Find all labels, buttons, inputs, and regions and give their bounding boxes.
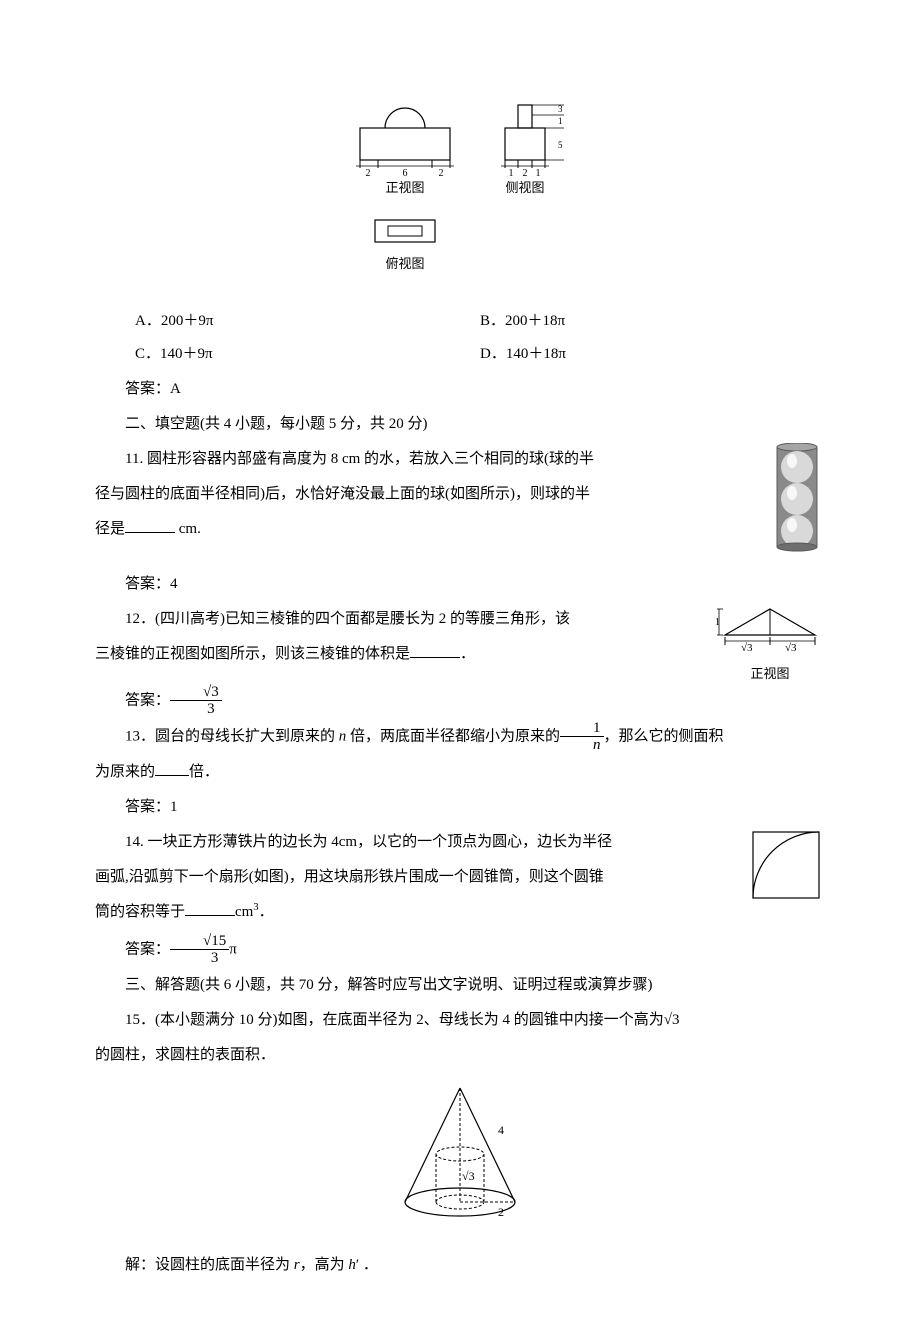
q14-period: ． — [259, 904, 274, 920]
blank — [185, 901, 235, 916]
sol-text: ′ ． — [356, 1257, 378, 1273]
q14-text-a: 14. 一块正方形薄铁片的边长为 4cm，以它的一个顶点为圆心，边长为半径 — [125, 834, 612, 850]
q14-text-b: 画弧,沿弧剪下一个扇形(如图)，用这块扇形铁片围成一个圆锥筒，则这个圆锥 — [95, 869, 604, 885]
orthographic-views-figure: 2 6 2 正视图 3 1 5 1 2 1 侧视图 — [95, 100, 825, 293]
answer-10: 答案：A — [95, 373, 825, 406]
svg-text:√3: √3 — [741, 642, 753, 653]
dim-label: 6 — [403, 168, 408, 179]
question-13-line1: 13．圆台的母线长扩大到原来的 n 倍，两底面半径都缩小为原来的1n，那么它的侧… — [95, 720, 825, 754]
front-view-label: 正视图 — [385, 180, 424, 195]
dim-label: 1 — [558, 116, 563, 126]
svg-text:√3: √3 — [785, 642, 797, 653]
q11-text-a: 11. 圆柱形容器内部盛有高度为 8 cm 的水，若放入三个相同的球(球的半 — [125, 451, 594, 467]
q11-text-c: 径是 — [95, 521, 125, 537]
q12-period: ． — [460, 646, 475, 662]
dim-label: 5 — [558, 140, 563, 150]
question-12: 1 √3 √3 正视图 12．(四川高考)已知三棱锥的四个面都是腰长为 2 的等… — [95, 603, 825, 682]
choice-b: B．200＋18π — [480, 305, 825, 338]
choice-list: A．200＋9π B．200＋18π C．140＋9π D．140＋18π — [135, 305, 825, 371]
answer-label: 答案： — [125, 692, 170, 708]
dim-label: 2 — [523, 168, 528, 179]
q11-unit: cm. — [175, 521, 201, 537]
fraction-numerator: 1 — [560, 720, 604, 738]
fraction-denominator: n — [560, 737, 604, 754]
choice-d: D．140＋18π — [480, 338, 825, 371]
question-13-line2: 为原来的 倍． — [95, 756, 825, 789]
dim-label: 4 — [498, 1123, 504, 1137]
side-view-label: 侧视图 — [505, 180, 544, 195]
blank — [410, 643, 460, 658]
sol-text: ，高为 — [300, 1257, 349, 1273]
answer-14: 答案：√153π — [95, 933, 825, 967]
sqrt3: √3 — [664, 1012, 680, 1028]
answer-12: 答案：√33 — [95, 684, 825, 718]
fraction-numerator: √3 — [170, 684, 222, 702]
q13-text: 为原来的 — [95, 764, 155, 780]
svg-text:1: 1 — [715, 617, 720, 628]
answer-11: 答案：4 — [95, 568, 825, 601]
top-view-label: 俯视图 — [385, 256, 424, 271]
question-15-line2: 的圆柱，求圆柱的表面积． — [95, 1039, 825, 1072]
q14-text-c: 筒的容积等于 — [95, 904, 185, 920]
dim-label: 2 — [439, 168, 444, 179]
dim-label: 1 — [509, 168, 514, 179]
q11-figure — [769, 443, 825, 566]
choice-c: C．140＋9π — [135, 338, 480, 371]
q14-unit: cm — [235, 904, 253, 920]
dim-label: 3 — [558, 104, 563, 114]
blank — [125, 518, 175, 533]
dim-label: 1 — [536, 168, 541, 179]
q12-text-a: 12．(四川高考)已知三棱锥的四个面都是腰长为 2 的等腰三角形，该 — [125, 611, 570, 627]
section-2-heading: 二、填空题(共 4 小题，每小题 5 分，共 20 分) — [95, 408, 825, 441]
q11-text-b: 径与圆柱的底面半径相同)后，水恰好淹没最上面的球(如图所示)，则球的半 — [95, 486, 590, 502]
var-h: h — [348, 1257, 356, 1273]
dim-label: 2 — [366, 168, 371, 179]
answer-suffix: π — [229, 941, 237, 957]
q12-figure: 1 √3 √3 正视图 — [715, 603, 825, 682]
question-15-line1: 15．(本小题满分 10 分)如图，在底面半径为 2、母线长为 4 的圆锥中内接… — [95, 1004, 825, 1037]
q15-solution: 解：设圆柱的底面半径为 r，高为 h′ ． — [95, 1249, 825, 1282]
q13-text: ，那么它的侧面积 — [604, 728, 724, 744]
question-11: 11. 圆柱形容器内部盛有高度为 8 cm 的水，若放入三个相同的球(球的半 径… — [95, 443, 825, 566]
q13-text: 倍． — [189, 764, 219, 780]
q12-text-b: 三棱锥的正视图如图所示，则该三棱锥的体积是 — [95, 646, 410, 662]
fraction-denominator: 3 — [170, 701, 222, 718]
question-14: 14. 一块正方形薄铁片的边长为 4cm，以它的一个顶点为圆心，边长为半径 画弧… — [95, 826, 825, 931]
q15-text: 15．(本小题满分 10 分)如图，在底面半径为 2、母线长为 4 的圆锥中内接… — [125, 1012, 664, 1028]
section-3-heading: 三、解答题(共 6 小题，共 70 分，解答时应写出文字说明、证明过程或演算步骤… — [95, 969, 825, 1002]
q14-figure — [747, 826, 825, 917]
dim-label: √3 — [462, 1169, 475, 1183]
answer-13: 答案：1 — [95, 791, 825, 824]
q13-text: 13．圆台的母线长扩大到原来的 — [125, 728, 339, 744]
answer-label: 答案： — [125, 941, 170, 957]
dim-label: 2 — [498, 1205, 504, 1219]
q12-fig-label: 正视图 — [715, 666, 825, 682]
choice-a: A．200＋9π — [135, 305, 480, 338]
fraction-denominator: 3 — [170, 950, 229, 967]
fraction-numerator: √15 — [170, 933, 229, 951]
q15-figure: 4 √3 2 — [95, 1074, 825, 1237]
sol-text: 解：设圆柱的底面半径为 — [125, 1257, 294, 1273]
blank — [155, 761, 189, 776]
q13-text: 倍，两底面半径都缩小为原来的 — [346, 728, 560, 744]
